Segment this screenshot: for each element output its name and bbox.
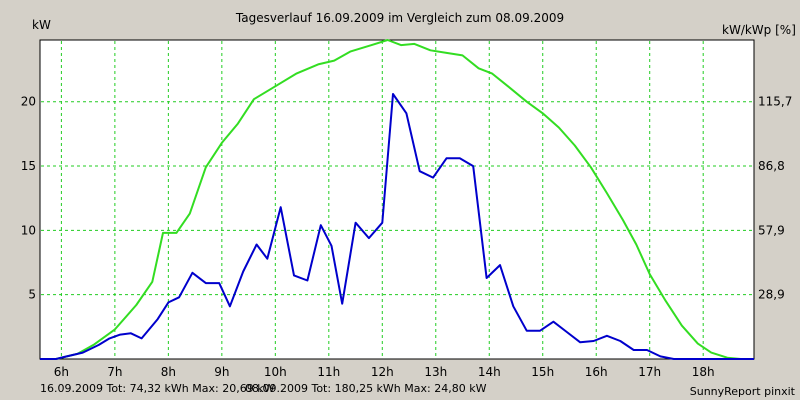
y-tick-label-left: 15 [21, 159, 36, 173]
x-tick-label: 13h [424, 365, 447, 379]
x-tick-label: 18h [692, 365, 715, 379]
y-tick-label-right: 115,7 [758, 95, 792, 109]
y-tick-label-left: 5 [28, 288, 36, 302]
series-line-1 [40, 93, 754, 360]
x-tick-label: 6h [54, 365, 69, 379]
legend-series-2: 08.09.2009 Tot: 180,25 kWh Max: 24,80 kW [245, 382, 487, 395]
series-lines [40, 39, 754, 360]
legend-series-1: 16.09.2009 Tot: 74,32 kWh Max: 20,69 kW [40, 382, 275, 395]
tick-labels: 6h 7h 8h 9h 10h 11h 12h 13h 14h 15h 16h 17h 18h 5 28,9… [21, 95, 793, 379]
y-tick-label-right: 28,9 [758, 288, 785, 302]
x-tick-label: 14h [478, 365, 501, 379]
y-tick-label-right: 57,9 [758, 223, 785, 237]
y-axis-label-right: kW/kWp [%] [722, 23, 796, 37]
x-tick-label: 17h [638, 365, 661, 379]
x-tick-label: 8h [161, 365, 176, 379]
x-tick-label: 10h [264, 365, 287, 379]
x-tick-label: 16h [585, 365, 608, 379]
x-tick-label: 12h [371, 365, 394, 379]
x-tick-label: 11h [317, 365, 340, 379]
chart-title: Tagesverlauf 16.09.2009 im Vergleich zum… [235, 11, 564, 25]
series-line-2 [40, 39, 754, 360]
plot-area [39, 39, 755, 360]
y-axis-label-left: kW [32, 18, 51, 32]
footer-credit: SunnyReport pinxit [690, 385, 796, 398]
x-tick-label: 9h [214, 365, 229, 379]
y-tick-label-left: 20 [21, 95, 36, 109]
y-tick-label-left: 10 [21, 223, 36, 237]
x-tick-label: 7h [107, 365, 122, 379]
grid-lines [41, 41, 753, 358]
x-tick-label: 15h [531, 365, 554, 379]
y-tick-label-right: 86,8 [758, 159, 785, 173]
